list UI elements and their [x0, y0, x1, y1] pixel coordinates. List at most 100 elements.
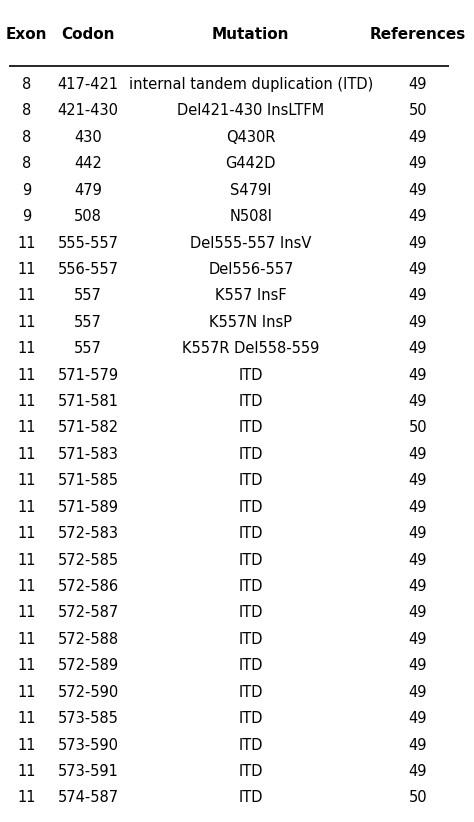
- Text: 49: 49: [409, 632, 427, 647]
- Text: Q430R: Q430R: [226, 130, 275, 145]
- Text: ITD: ITD: [238, 500, 263, 515]
- Text: 11: 11: [17, 764, 36, 779]
- Text: K557N InsP: K557N InsP: [210, 315, 292, 330]
- Text: 49: 49: [409, 341, 427, 356]
- Text: 571-579: 571-579: [57, 367, 118, 383]
- Text: 49: 49: [409, 236, 427, 251]
- Text: 574-587: 574-587: [57, 790, 118, 806]
- Text: K557R Del558-559: K557R Del558-559: [182, 341, 319, 356]
- Text: ITD: ITD: [238, 711, 263, 726]
- Text: 421-430: 421-430: [57, 104, 118, 118]
- Text: 9: 9: [22, 182, 31, 198]
- Text: 573-585: 573-585: [58, 711, 118, 726]
- Text: 417-421: 417-421: [57, 77, 118, 92]
- Text: 11: 11: [17, 790, 36, 806]
- Text: 555-557: 555-557: [57, 236, 118, 251]
- Text: ITD: ITD: [238, 632, 263, 647]
- Text: 8: 8: [22, 156, 31, 171]
- Text: 11: 11: [17, 526, 36, 541]
- Text: ITD: ITD: [238, 447, 263, 462]
- Text: 573-590: 573-590: [57, 737, 118, 752]
- Text: 11: 11: [17, 341, 36, 356]
- Text: ITD: ITD: [238, 658, 263, 673]
- Text: 49: 49: [409, 658, 427, 673]
- Text: 49: 49: [409, 130, 427, 145]
- Text: Del556-557: Del556-557: [208, 262, 293, 277]
- Text: 11: 11: [17, 552, 36, 567]
- Text: 11: 11: [17, 685, 36, 700]
- Text: 11: 11: [17, 711, 36, 726]
- Text: 11: 11: [17, 632, 36, 647]
- Text: 572-587: 572-587: [57, 606, 118, 621]
- Text: 571-585: 571-585: [57, 473, 118, 488]
- Text: 49: 49: [409, 606, 427, 621]
- Text: 50: 50: [409, 104, 428, 118]
- Text: N508I: N508I: [229, 209, 273, 224]
- Text: 11: 11: [17, 500, 36, 515]
- Text: ITD: ITD: [238, 552, 263, 567]
- Text: 49: 49: [409, 526, 427, 541]
- Text: 11: 11: [17, 447, 36, 462]
- Text: 11: 11: [17, 315, 36, 330]
- Text: 571-582: 571-582: [57, 421, 118, 436]
- Text: 572-583: 572-583: [57, 526, 118, 541]
- Text: 571-583: 571-583: [58, 447, 118, 462]
- Text: 11: 11: [17, 289, 36, 303]
- Text: 49: 49: [409, 500, 427, 515]
- Text: 572-585: 572-585: [57, 552, 118, 567]
- Text: ITD: ITD: [238, 367, 263, 383]
- Text: ITD: ITD: [238, 394, 263, 409]
- Text: 556-557: 556-557: [57, 262, 118, 277]
- Text: 49: 49: [409, 447, 427, 462]
- Text: 11: 11: [17, 606, 36, 621]
- Text: 11: 11: [17, 367, 36, 383]
- Text: 572-590: 572-590: [57, 685, 118, 700]
- Text: S479I: S479I: [230, 182, 272, 198]
- Text: 49: 49: [409, 77, 427, 92]
- Text: 49: 49: [409, 262, 427, 277]
- Text: 49: 49: [409, 685, 427, 700]
- Text: Exon: Exon: [6, 27, 47, 42]
- Text: 508: 508: [74, 209, 102, 224]
- Text: 11: 11: [17, 394, 36, 409]
- Text: ITD: ITD: [238, 473, 263, 488]
- Text: 50: 50: [409, 790, 428, 806]
- Text: 572-586: 572-586: [57, 579, 118, 594]
- Text: internal tandem duplication (ITD): internal tandem duplication (ITD): [129, 77, 373, 92]
- Text: ITD: ITD: [238, 606, 263, 621]
- Text: ITD: ITD: [238, 764, 263, 779]
- Text: 557: 557: [74, 289, 102, 303]
- Text: 11: 11: [17, 473, 36, 488]
- Text: 11: 11: [17, 236, 36, 251]
- Text: 11: 11: [17, 579, 36, 594]
- Text: 572-589: 572-589: [57, 658, 118, 673]
- Text: 8: 8: [22, 130, 31, 145]
- Text: 50: 50: [409, 421, 428, 436]
- Text: Mutation: Mutation: [212, 27, 290, 42]
- Text: 49: 49: [409, 552, 427, 567]
- Text: 11: 11: [17, 262, 36, 277]
- Text: 557: 557: [74, 341, 102, 356]
- Text: ITD: ITD: [238, 737, 263, 752]
- Text: 49: 49: [409, 394, 427, 409]
- Text: 557: 557: [74, 315, 102, 330]
- Text: 49: 49: [409, 711, 427, 726]
- Text: 49: 49: [409, 182, 427, 198]
- Text: 479: 479: [74, 182, 102, 198]
- Text: ITD: ITD: [238, 421, 263, 436]
- Text: 430: 430: [74, 130, 102, 145]
- Text: ITD: ITD: [238, 790, 263, 806]
- Text: 49: 49: [409, 315, 427, 330]
- Text: 8: 8: [22, 77, 31, 92]
- Text: 572-588: 572-588: [57, 632, 118, 647]
- Text: References: References: [370, 27, 466, 42]
- Text: 49: 49: [409, 289, 427, 303]
- Text: 11: 11: [17, 421, 36, 436]
- Text: G442D: G442D: [226, 156, 276, 171]
- Text: 8: 8: [22, 104, 31, 118]
- Text: K557 InsF: K557 InsF: [215, 289, 287, 303]
- Text: 49: 49: [409, 737, 427, 752]
- Text: 11: 11: [17, 658, 36, 673]
- Text: 49: 49: [409, 579, 427, 594]
- Text: Del555-557 InsV: Del555-557 InsV: [190, 236, 311, 251]
